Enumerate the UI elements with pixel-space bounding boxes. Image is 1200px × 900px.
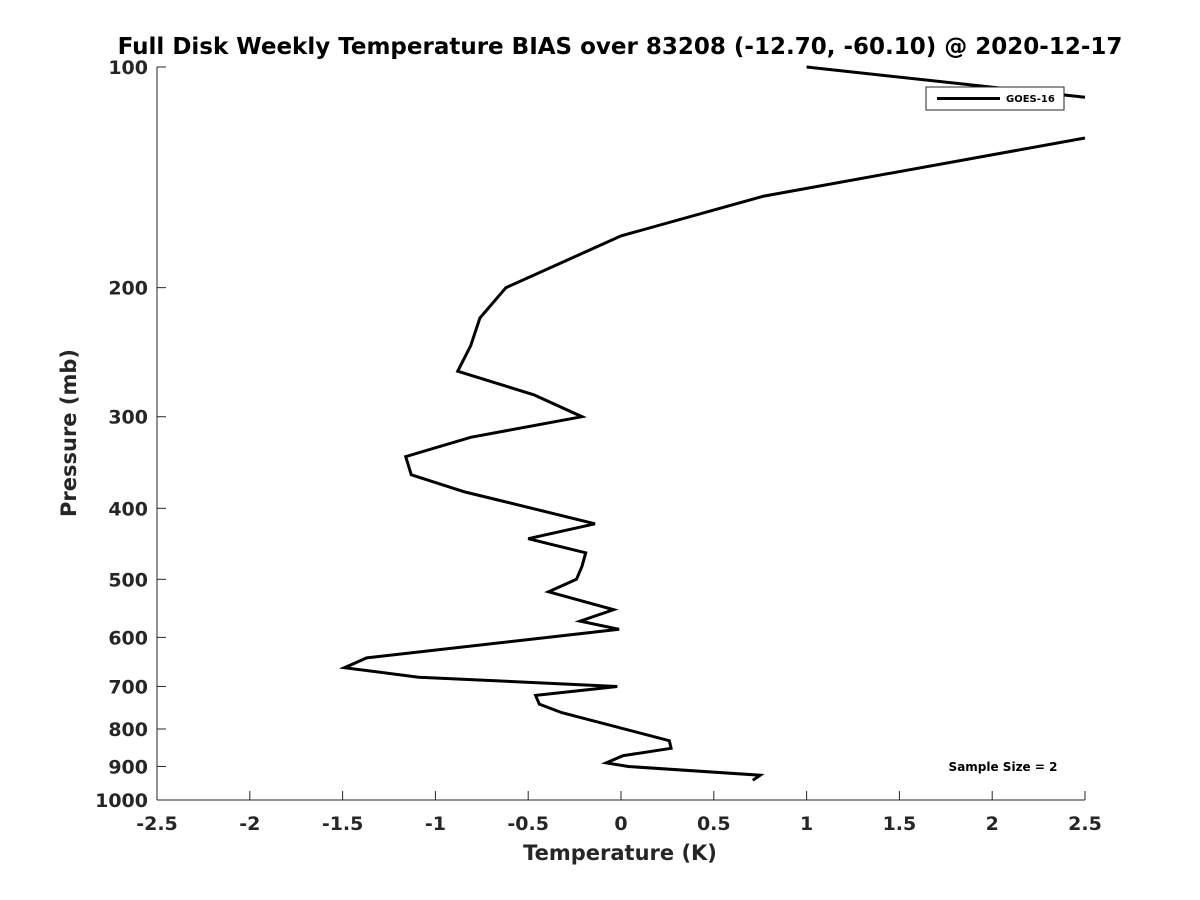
y-tick-label: 100 [108, 57, 148, 79]
x-tick-label: 0 [614, 813, 627, 835]
y-tick-label: 1000 [95, 790, 148, 812]
x-tick-label: -0.5 [507, 813, 549, 835]
y-axis-label: Pressure (mb) [57, 349, 81, 517]
x-axis-label: Temperature (K) [523, 841, 717, 865]
x-tick-label: 1.5 [883, 813, 917, 835]
y-tick-label: 900 [108, 756, 148, 778]
x-tick-label: -1 [425, 813, 446, 835]
x-tick-label: -1.5 [322, 813, 364, 835]
x-tick-label: 2.5 [1068, 813, 1102, 835]
legend-entry-label: GOES-16 [1006, 94, 1055, 105]
x-tick-label: 2 [986, 813, 999, 835]
x-tick-label: 0.5 [697, 813, 731, 835]
legend: GOES-16 [925, 86, 1065, 111]
x-tick-label: -2.5 [136, 813, 178, 835]
x-tick-label: 1 [800, 813, 813, 835]
y-tick-label: 300 [108, 407, 148, 429]
x-tick-label: -2 [239, 813, 260, 835]
sample-size-annotation: Sample Size = 2 [949, 760, 1058, 774]
plot-area: -2.5 -2 -1.5 -1 -0.5 0 0.5 1 1.5 2 2.5 100 200 300 400… [95, 57, 1102, 835]
y-tick-label: 600 [108, 627, 148, 649]
y-tick-label: 800 [108, 719, 148, 741]
y-tick-label: 400 [108, 498, 148, 520]
y-tick-label: 700 [108, 676, 148, 698]
y-tick-label: 500 [108, 569, 148, 591]
series-line-goes-16 [338, 65, 1086, 782]
y-tick-label: 200 [108, 278, 148, 300]
chart-title: Full Disk Weekly Temperature BIAS over 8… [118, 34, 1123, 60]
